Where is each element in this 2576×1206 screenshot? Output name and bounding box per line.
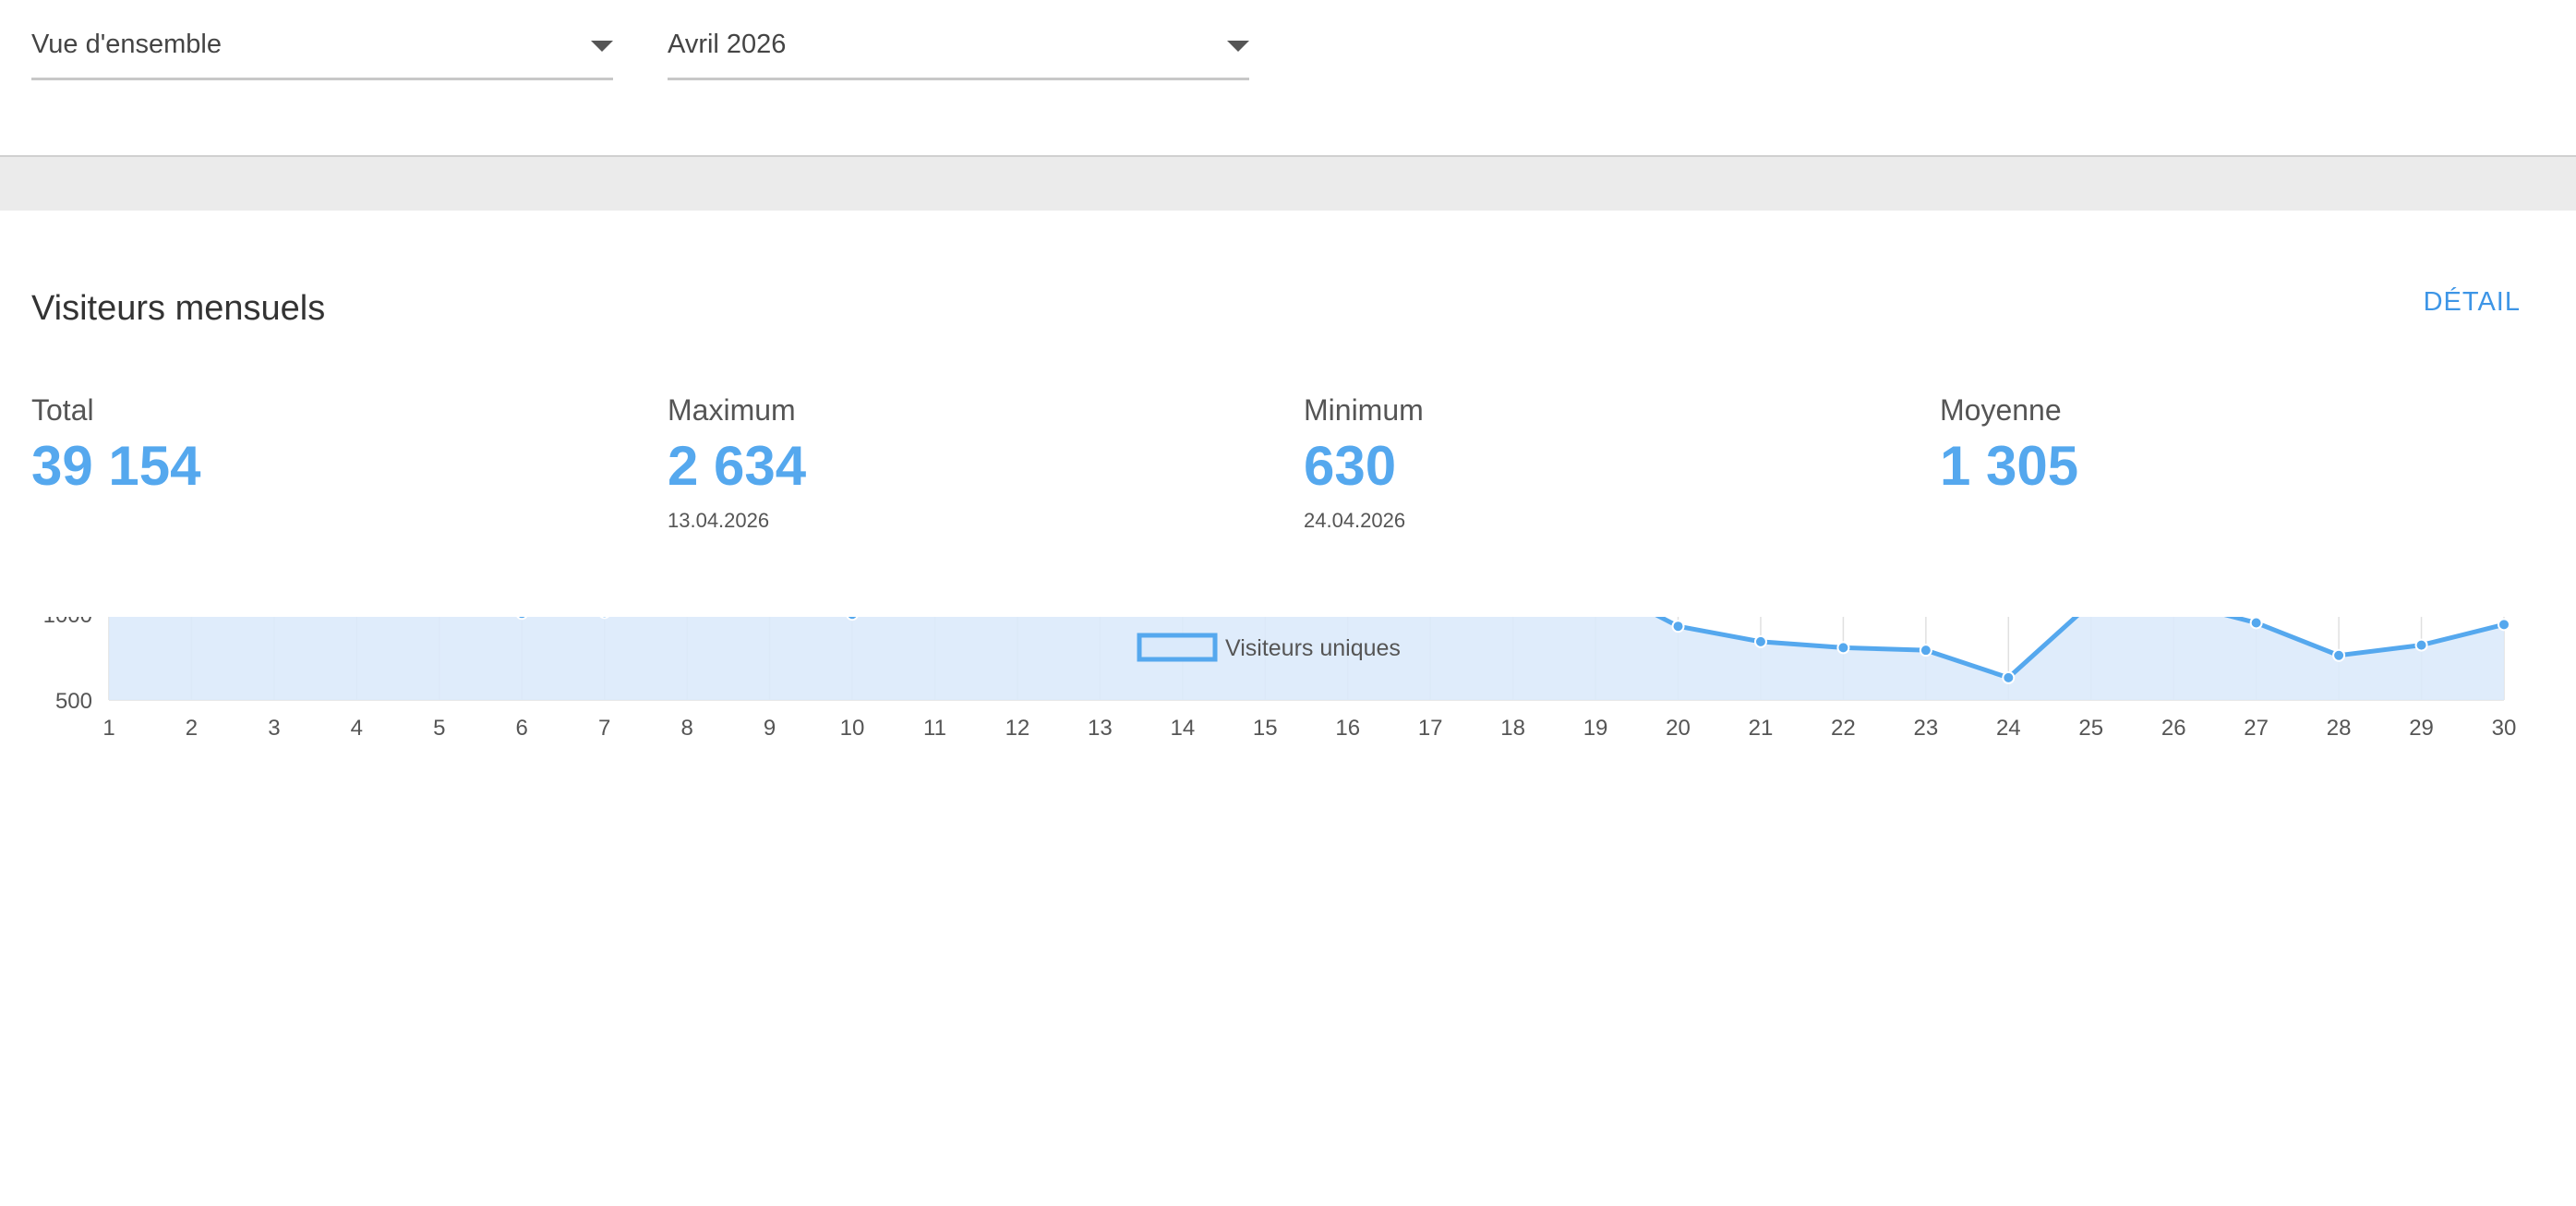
data-point bbox=[846, 617, 859, 621]
data-point bbox=[1753, 634, 1767, 648]
monthly-visitors-card: Visiteurs mensuels DÉTAIL Total 39 154 M… bbox=[0, 211, 2576, 1206]
data-point bbox=[1836, 641, 1850, 655]
y-tick-label: 500 bbox=[55, 689, 92, 714]
y-tick-label: 1000 bbox=[43, 617, 92, 628]
x-tick-label: 20 bbox=[1666, 716, 1691, 741]
data-point bbox=[599, 617, 609, 620]
visitors-chart: 5001000150020002500300012345678910111213… bbox=[43, 617, 2517, 741]
data-point bbox=[2332, 648, 2346, 662]
stat-maximum-date: 13.04.2026 bbox=[668, 509, 770, 532]
x-tick-label: 30 bbox=[2492, 716, 2517, 741]
stat-minimum-value: 630 bbox=[1304, 435, 1397, 497]
stat-total-label: Total bbox=[31, 393, 94, 427]
x-tick-label: 3 bbox=[268, 716, 280, 741]
x-tick-label: 17 bbox=[1418, 716, 1443, 741]
x-tick-label: 24 bbox=[1996, 716, 2021, 741]
data-point bbox=[2249, 617, 2263, 630]
x-tick-label: 22 bbox=[1831, 716, 1856, 741]
x-tick-label: 9 bbox=[764, 716, 776, 741]
x-tick-label: 21 bbox=[1749, 716, 1774, 741]
x-tick-label: 6 bbox=[516, 716, 528, 741]
stat-minimum: Minimum 630 24.04.2026 bbox=[1304, 393, 1424, 533]
stat-average-value: 1 305 bbox=[1940, 435, 2079, 497]
x-tick-label: 26 bbox=[2161, 716, 2186, 741]
x-tick-label: 13 bbox=[1088, 716, 1113, 741]
x-tick-label: 23 bbox=[1914, 716, 1939, 741]
stat-minimum-date: 24.04.2026 bbox=[1304, 509, 1406, 532]
data-point bbox=[1671, 620, 1685, 633]
data-point bbox=[2414, 638, 2428, 652]
x-tick-label: 12 bbox=[1005, 716, 1030, 741]
data-point bbox=[2498, 618, 2510, 632]
card-title: Visiteurs mensuels bbox=[31, 289, 326, 328]
series-area bbox=[109, 617, 2504, 700]
stat-total: Total 39 154 bbox=[31, 393, 201, 496]
legend-swatch bbox=[1137, 633, 1218, 662]
period-select[interactable]: Avril 2026 bbox=[668, 17, 1249, 80]
x-tick-label: 15 bbox=[1253, 716, 1278, 741]
x-tick-label: 18 bbox=[1500, 716, 1525, 741]
x-tick-label: 7 bbox=[598, 716, 610, 741]
stat-average-label: Moyenne bbox=[1940, 393, 2062, 427]
detail-button[interactable]: DÉTAIL bbox=[2423, 287, 2521, 317]
stat-total-value: 39 154 bbox=[31, 435, 201, 497]
data-point bbox=[516, 617, 528, 621]
section-divider bbox=[0, 157, 2576, 211]
x-tick-label: 29 bbox=[2409, 716, 2434, 741]
top-bar: Vue d'ensemble Avril 2026 bbox=[0, 0, 2576, 157]
caret-down-icon bbox=[1227, 41, 1249, 52]
x-tick-label: 14 bbox=[1170, 716, 1195, 741]
x-tick-label: 4 bbox=[351, 716, 363, 741]
stat-minimum-label: Minimum bbox=[1304, 393, 1424, 427]
period-select-value: Avril 2026 bbox=[668, 30, 787, 59]
stat-maximum-label: Maximum bbox=[668, 393, 796, 427]
x-tick-label: 10 bbox=[840, 716, 865, 741]
x-tick-label: 19 bbox=[1583, 716, 1608, 741]
data-point bbox=[1919, 644, 1932, 657]
legend-label: Visiteurs uniques bbox=[1225, 635, 1401, 661]
x-tick-label: 27 bbox=[2244, 716, 2269, 741]
x-tick-label: 2 bbox=[186, 716, 198, 741]
view-select[interactable]: Vue d'ensemble bbox=[31, 17, 613, 80]
data-point bbox=[2002, 670, 2016, 684]
x-tick-label: 28 bbox=[2327, 716, 2352, 741]
stat-average: Moyenne 1 305 bbox=[1940, 393, 2078, 496]
x-tick-label: 5 bbox=[433, 716, 445, 741]
x-tick-label: 16 bbox=[1335, 716, 1360, 741]
caret-down-icon bbox=[591, 41, 613, 52]
x-tick-label: 25 bbox=[2078, 716, 2103, 741]
x-tick-label: 8 bbox=[680, 716, 692, 741]
x-tick-label: 1 bbox=[102, 716, 114, 741]
stat-maximum-value: 2 634 bbox=[668, 435, 807, 497]
stat-maximum: Maximum 2 634 13.04.2026 bbox=[668, 393, 806, 533]
x-tick-label: 11 bbox=[923, 716, 946, 741]
view-select-value: Vue d'ensemble bbox=[31, 30, 222, 59]
